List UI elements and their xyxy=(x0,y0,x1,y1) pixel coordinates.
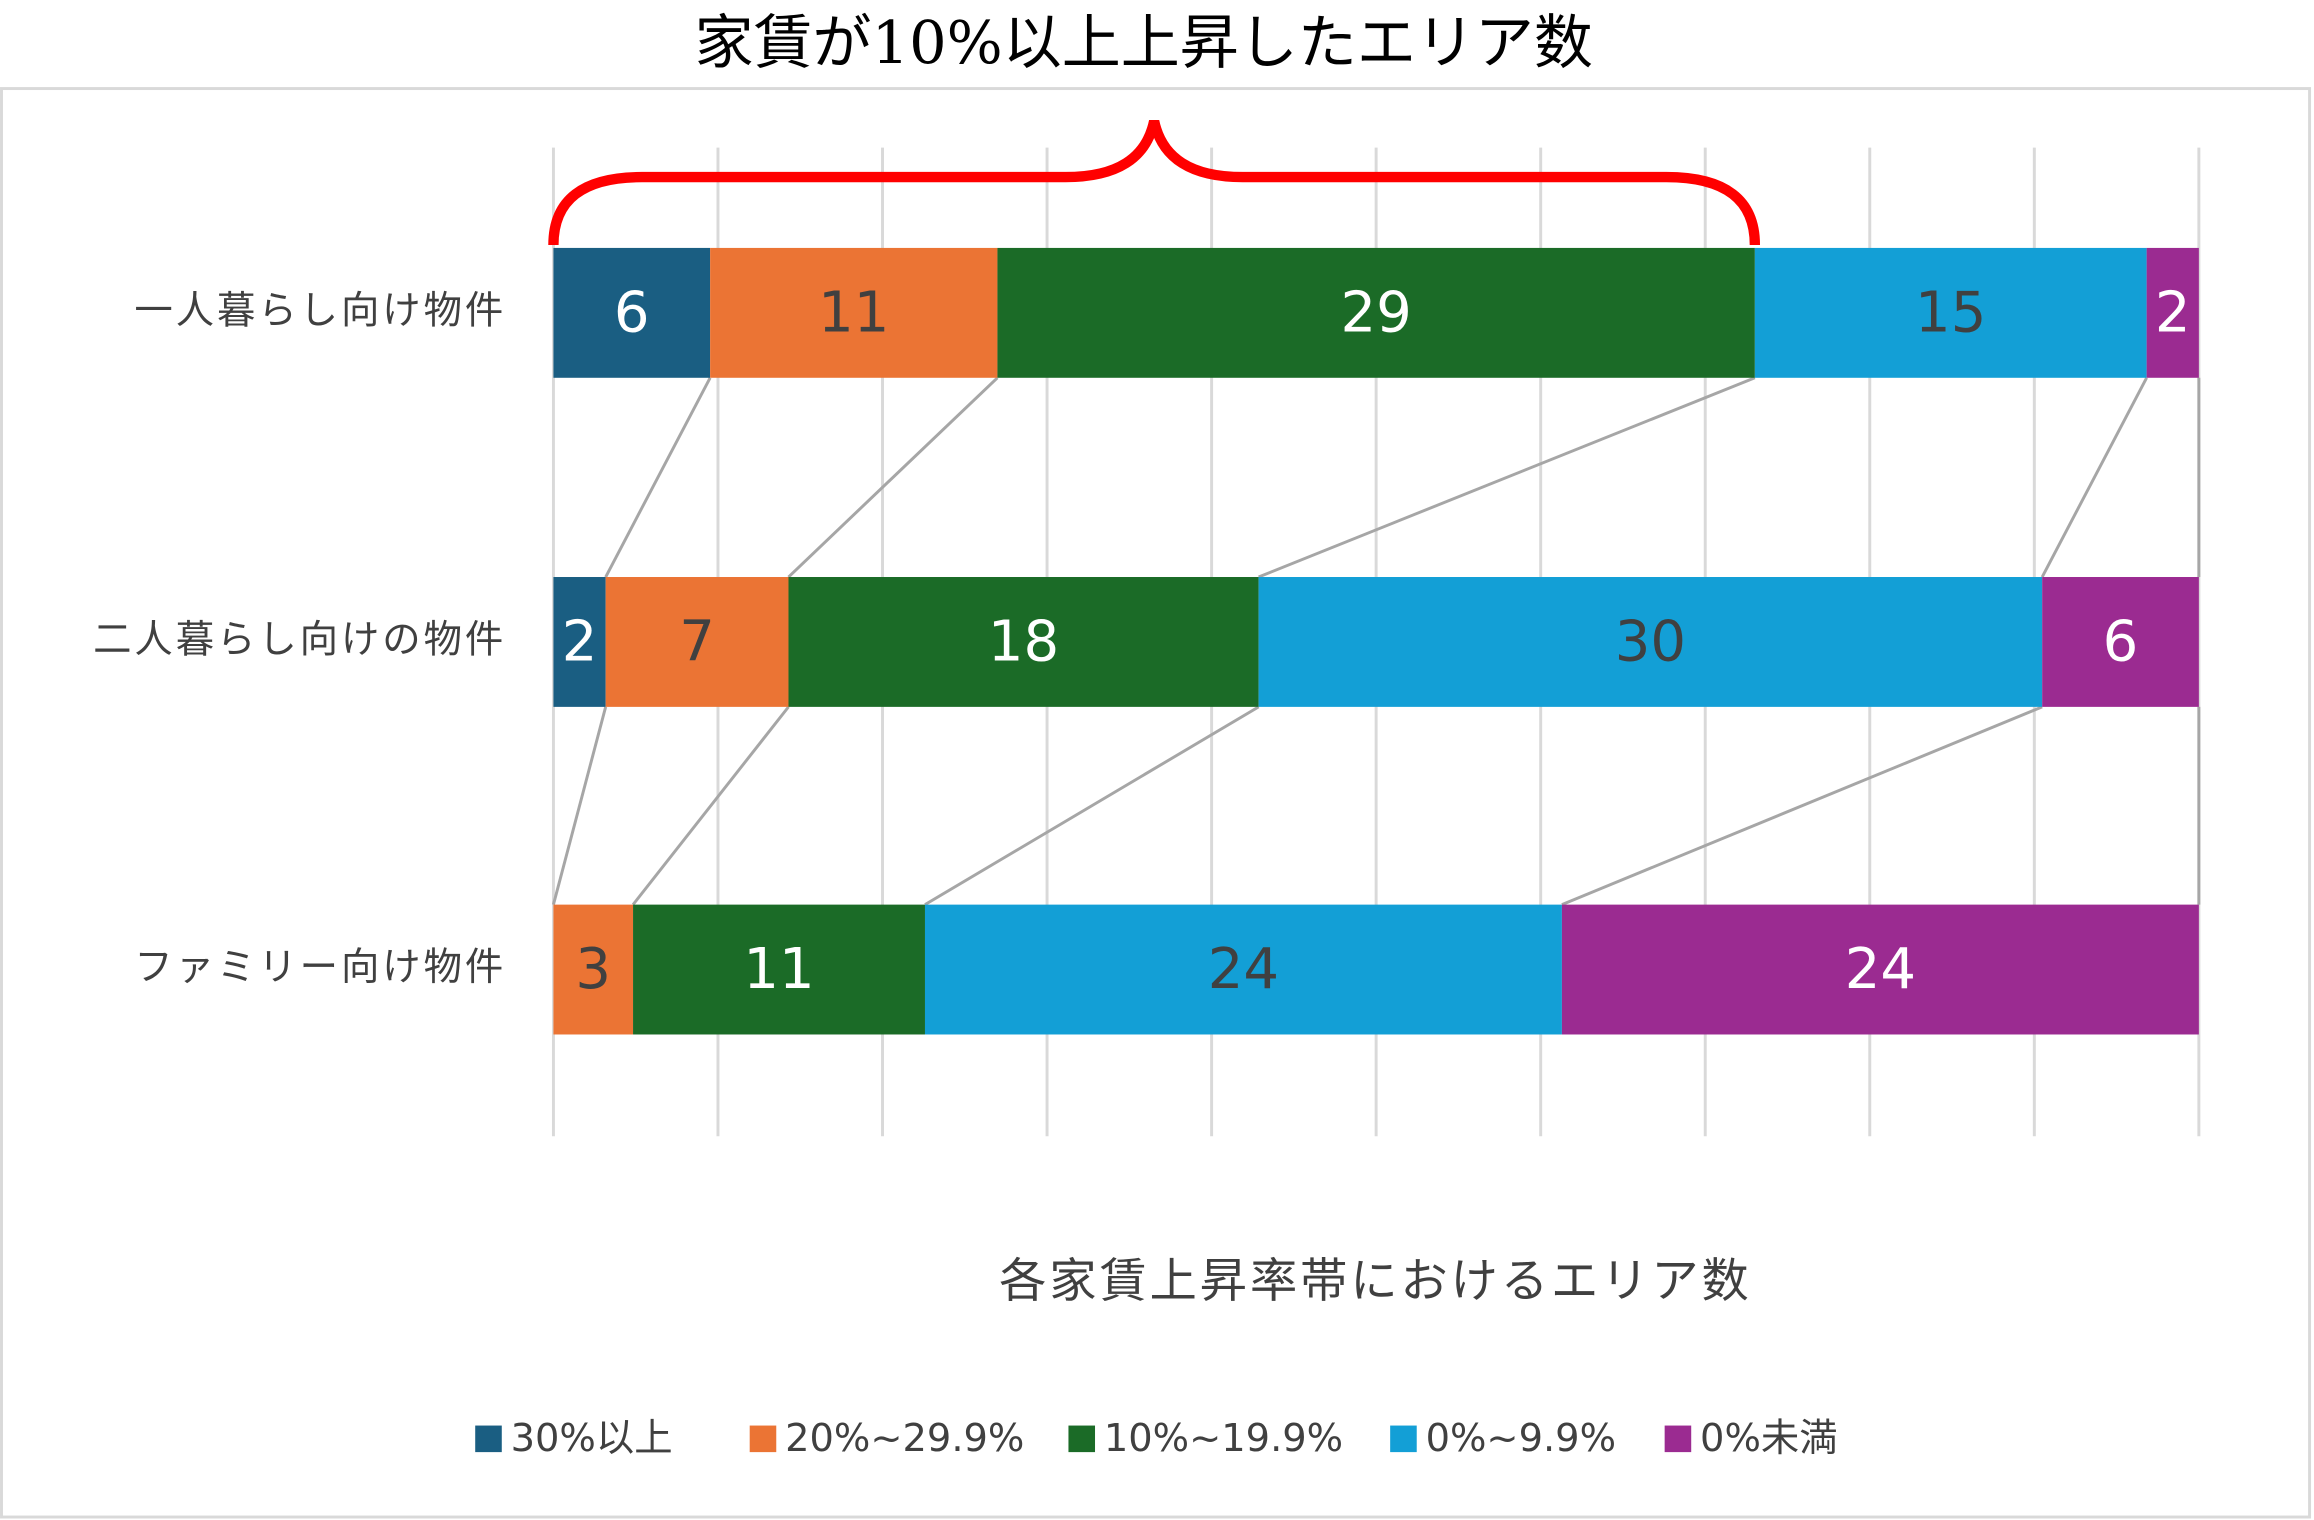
bar-segment xyxy=(788,577,1259,707)
bar-segment xyxy=(2042,577,2199,707)
connector-line xyxy=(604,377,712,578)
bar-segment xyxy=(605,577,789,707)
bar-segment xyxy=(1561,904,2199,1035)
bar-segment xyxy=(553,904,634,1035)
connector-line xyxy=(2040,377,2148,578)
legend-label: 20%~29.9% xyxy=(785,1416,1024,1461)
legend-label: 0%未満 xyxy=(1700,1416,1838,1461)
connector-line xyxy=(1561,705,2043,906)
bar-segment xyxy=(1754,247,2147,378)
data-label: 6 xyxy=(614,280,650,345)
bar-segment xyxy=(2146,247,2199,378)
data-label: 24 xyxy=(1208,937,1279,1002)
bar-segment xyxy=(710,247,998,378)
data-label: 29 xyxy=(1340,280,1411,345)
y-tick-label: 二人暮らし向けの物件 xyxy=(93,617,506,662)
chart-title: 家賃が10%以上上昇したエリア数 xyxy=(695,8,1593,77)
legend-label: 30%以上 xyxy=(511,1416,673,1461)
connector-line xyxy=(924,705,1260,906)
legend-swatch xyxy=(1664,1425,1692,1453)
legend-swatch xyxy=(1390,1425,1417,1453)
bracket xyxy=(548,119,1761,246)
connector-line xyxy=(631,705,790,906)
legend-swatch xyxy=(1068,1425,1096,1453)
data-label: 15 xyxy=(1915,280,1986,345)
legend-swatch xyxy=(475,1425,502,1453)
data-label: 7 xyxy=(679,610,715,675)
connector-line xyxy=(552,706,608,905)
data-label: 11 xyxy=(818,280,889,345)
legend-label: 10%~19.9% xyxy=(1104,1416,1343,1461)
legend-swatch xyxy=(749,1425,777,1453)
connector-line xyxy=(1258,376,1756,579)
data-label: 30 xyxy=(1615,610,1686,675)
bar-segment xyxy=(633,904,925,1035)
bar-segment xyxy=(553,247,711,378)
data-label: 2 xyxy=(2155,280,2191,345)
data-label: 3 xyxy=(575,937,611,1002)
data-label: 18 xyxy=(988,610,1059,675)
bar-segment xyxy=(1258,577,2043,707)
bar-segment xyxy=(997,247,1755,378)
bar-segment xyxy=(553,577,606,707)
connector-line xyxy=(787,376,999,579)
data-label: 11 xyxy=(743,937,814,1002)
bar-segment xyxy=(924,904,1562,1035)
y-tick-label: 一人暮らし向け物件 xyxy=(134,288,506,333)
legend-label: 0%~9.9% xyxy=(1426,1416,1616,1461)
data-label: 2 xyxy=(562,610,598,675)
y-tick-label: ファミリー向け物件 xyxy=(134,945,506,990)
data-label: 6 xyxy=(2103,610,2139,675)
x-axis-label: 各家賃上昇率帯におけるエリア数 xyxy=(999,1254,1752,1309)
data-label: 24 xyxy=(1845,937,1916,1002)
